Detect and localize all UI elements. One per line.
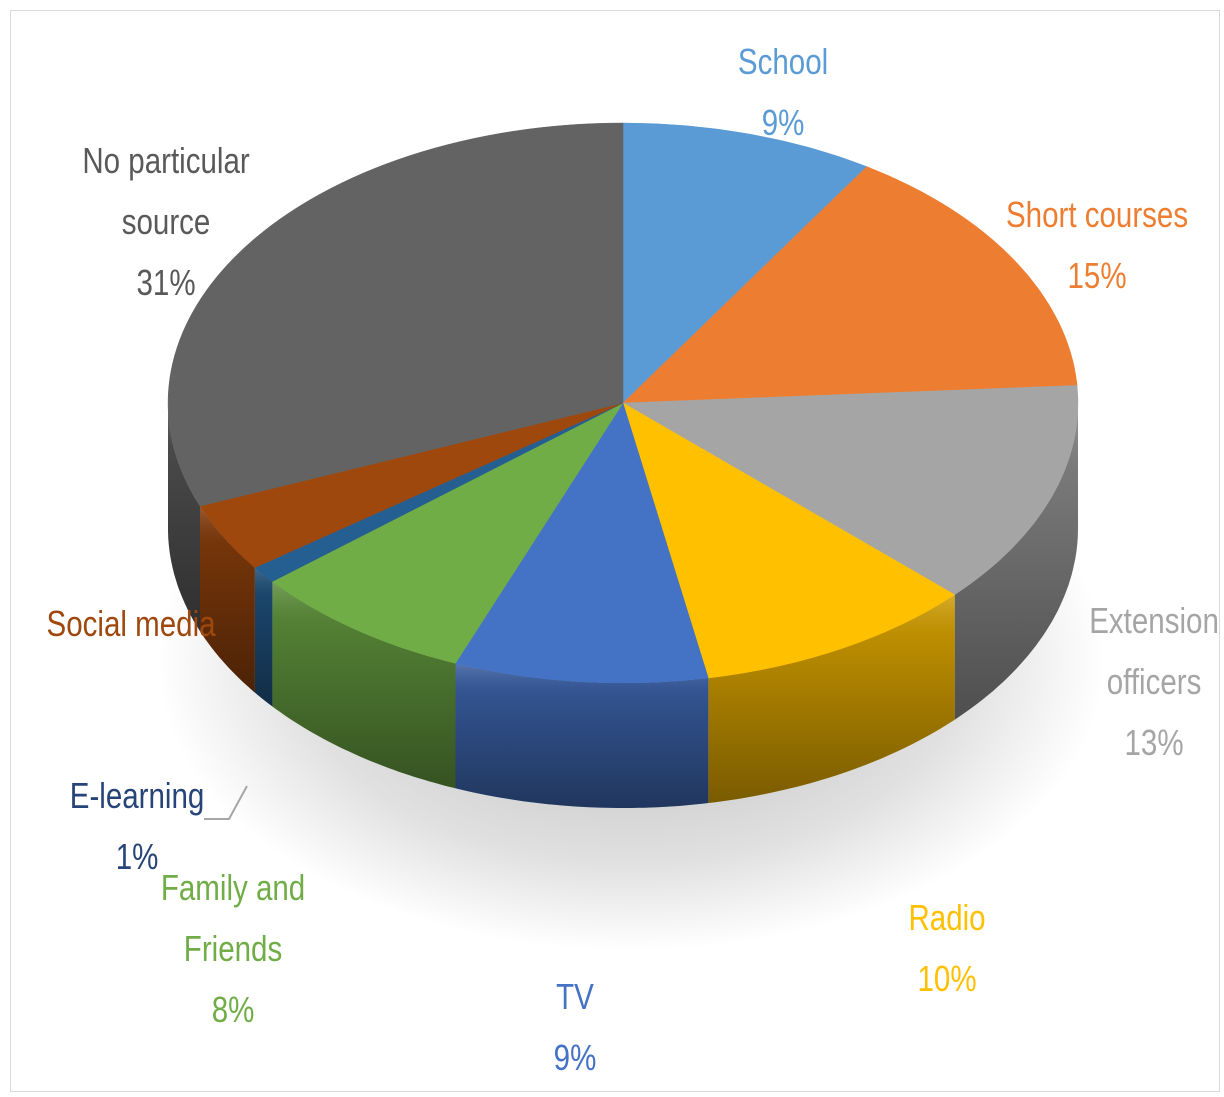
slice-radio (622, 402, 956, 679)
slice-school (622, 122, 868, 404)
slice-side-shade-e-learning (254, 567, 273, 707)
label-text: TV (556, 976, 594, 1017)
slice-tv (455, 402, 709, 684)
label-value: 9% (761, 102, 805, 143)
label-text: Short courses (1005, 194, 1189, 235)
label-value: 13% (1124, 722, 1184, 763)
label-social-media: Social media (47, 593, 216, 654)
slice-side-shade-tv (455, 663, 709, 808)
label-tv: TV 9% (554, 966, 597, 1088)
label-text: Extension (1089, 600, 1219, 641)
slice-side-shade-radio (708, 594, 955, 803)
label-value: 8% (211, 989, 255, 1030)
label-text: E-learning (69, 775, 205, 816)
chart-frame: School 9% Short courses 15% Extension officer… (10, 10, 1220, 1092)
label-family-and-friends: Family and Friends 8% (161, 857, 305, 1040)
label-short-courses: Short courses 15% (1006, 184, 1188, 306)
label-value: 31% (136, 262, 196, 303)
slice-family-and-friends (271, 402, 624, 664)
slice-side-shade-family-and-friends (272, 581, 456, 789)
label-value: 10% (917, 958, 977, 999)
label-extension-officers: Extension officers 13% (1089, 590, 1219, 773)
slice-no-particular-source (167, 122, 624, 507)
label-text: officers (1106, 661, 1202, 702)
label-text: School (737, 41, 829, 82)
label-value: 9% (553, 1037, 597, 1078)
slice-side-shade-social-media (200, 506, 255, 693)
e-learning-leader-line (204, 785, 248, 820)
label-text: No particular (82, 140, 250, 181)
label-text: source (121, 201, 211, 242)
label-text: Radio (908, 897, 986, 938)
label-text: Friends (183, 928, 283, 969)
slice-side-shade-no-particular-source (168, 403, 200, 632)
label-radio: Radio 10% (908, 887, 985, 1009)
label-e-learning: E-learning 1% (70, 765, 205, 887)
pie-tops (167, 122, 1079, 684)
label-text: Social media (46, 603, 216, 644)
slice-short-courses (622, 166, 1078, 404)
label-text: Family and (160, 867, 306, 908)
label-no-particular-source: No particular source 31% (82, 130, 249, 313)
slice-extension-officers (622, 385, 1079, 595)
label-value: 1% (115, 836, 159, 877)
pie-sides (168, 403, 1078, 808)
label-value: 15% (1067, 255, 1127, 296)
pie-chart (156, 122, 1106, 951)
slice-side-shade-extension-officers (954, 403, 1078, 720)
label-school: School 9% (738, 31, 828, 153)
